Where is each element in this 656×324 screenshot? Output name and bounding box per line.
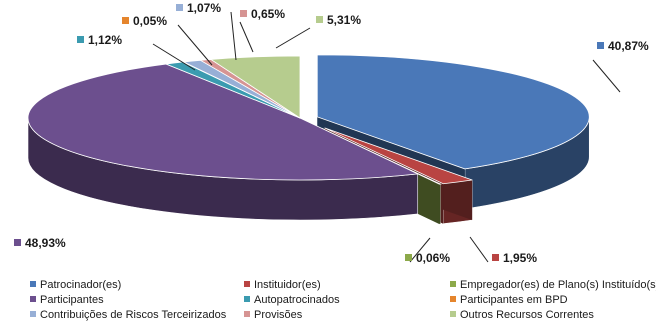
pie-slices [27, 54, 590, 225]
data-label-contribuicoes-de-riscos-terceirizados: 1,07% [187, 1, 221, 15]
leader-autopatrocinados [152, 43, 196, 71]
legend: Patrocinador(es) Instituidor(es) Empregado… [30, 279, 656, 321]
legend-swatch-empregador-es-de-plano-s-instituido-s [450, 281, 456, 287]
legend-swatch-provisoes [244, 311, 250, 317]
legend-swatch-participantes [30, 296, 36, 302]
data-label-participantes: 48,93% [25, 236, 66, 250]
label-swatch-outros-recursos-correntes [316, 16, 323, 23]
label-swatch-empregador-es-de-plano-s-instituido-s [405, 254, 412, 261]
leader-instituidor-es [469, 236, 489, 263]
legend-item-empregador-es-de-plano-s-instituido-s: Empregador(es) de Plano(s) Instituído(s) [460, 279, 656, 291]
data-label-instituidor-es: 1,95% [503, 251, 537, 265]
leader-provisoes [239, 21, 254, 53]
legend-item-provisoes: Provisões [254, 309, 303, 321]
label-swatch-participantes-em-bpd [122, 17, 129, 24]
legend-swatch-autopatrocinados [244, 296, 250, 302]
legend-item-instituidor-es: Instituidor(es) [254, 279, 321, 291]
slice-instituidor-es [324, 127, 473, 185]
label-leaders [152, 11, 621, 263]
legend-item-autopatrocinados: Autopatrocinados [254, 294, 340, 306]
legend-item-outros-recursos-correntes: Outros Recursos Correntes [460, 309, 594, 321]
label-swatch-participantes [14, 239, 21, 246]
legend-swatch-outros-recursos-correntes [450, 311, 456, 317]
label-swatch-patrocinador-es [597, 42, 604, 49]
slice-patrocinador-es [316, 54, 590, 170]
slice-outros-recursos-correntes [209, 55, 301, 119]
legend-swatch-patrocinador-es [30, 281, 36, 287]
data-label-empregador-es-de-plano-s-instituido-s: 0,06% [416, 251, 450, 265]
data-label-outros-recursos-correntes: 5,31% [327, 13, 361, 27]
data-label-provisoes: 0,65% [251, 7, 285, 21]
data-labels: 40,87% 1,95% 0,06% 48,93% 1,12% 0,05% 1,07% 0,6… [14, 1, 649, 265]
legend-swatch-contribuicoes-de-riscos-terceirizados [30, 311, 36, 317]
legend-swatch-instituidor-es [244, 281, 250, 287]
legend-item-participantes-em-bpd: Participantes em BPD [460, 294, 568, 306]
leader-patrocinador-es [592, 59, 621, 93]
leader-empregador-es-de-plano-s-instituido-s [409, 237, 431, 263]
data-label-participantes-em-bpd: 0,05% [133, 14, 167, 28]
data-label-autopatrocinados: 1,12% [88, 33, 122, 47]
label-swatch-instituidor-es [492, 254, 499, 261]
label-swatch-provisoes [240, 10, 247, 17]
data-label-patrocinador-es: 40,87% [608, 39, 649, 53]
leader-outros-recursos-correntes [275, 27, 311, 49]
legend-item-contribuicoes-de-riscos-terceirizados: Contribuições de Riscos Terceirizados [40, 309, 227, 321]
legend-item-patrocinador-es: Patrocinador(es) [40, 279, 121, 291]
label-swatch-contribuicoes-de-riscos-terceirizados [176, 4, 183, 11]
legend-item-participantes: Participantes [40, 294, 104, 306]
label-swatch-autopatrocinados [77, 36, 84, 43]
leader-contribuicoes-de-riscos-terceirizados [230, 11, 237, 61]
legend-swatch-participantes-em-bpd [450, 296, 456, 302]
leader-participantes-em-bpd [177, 24, 213, 66]
slice-participantes [27, 63, 420, 181]
